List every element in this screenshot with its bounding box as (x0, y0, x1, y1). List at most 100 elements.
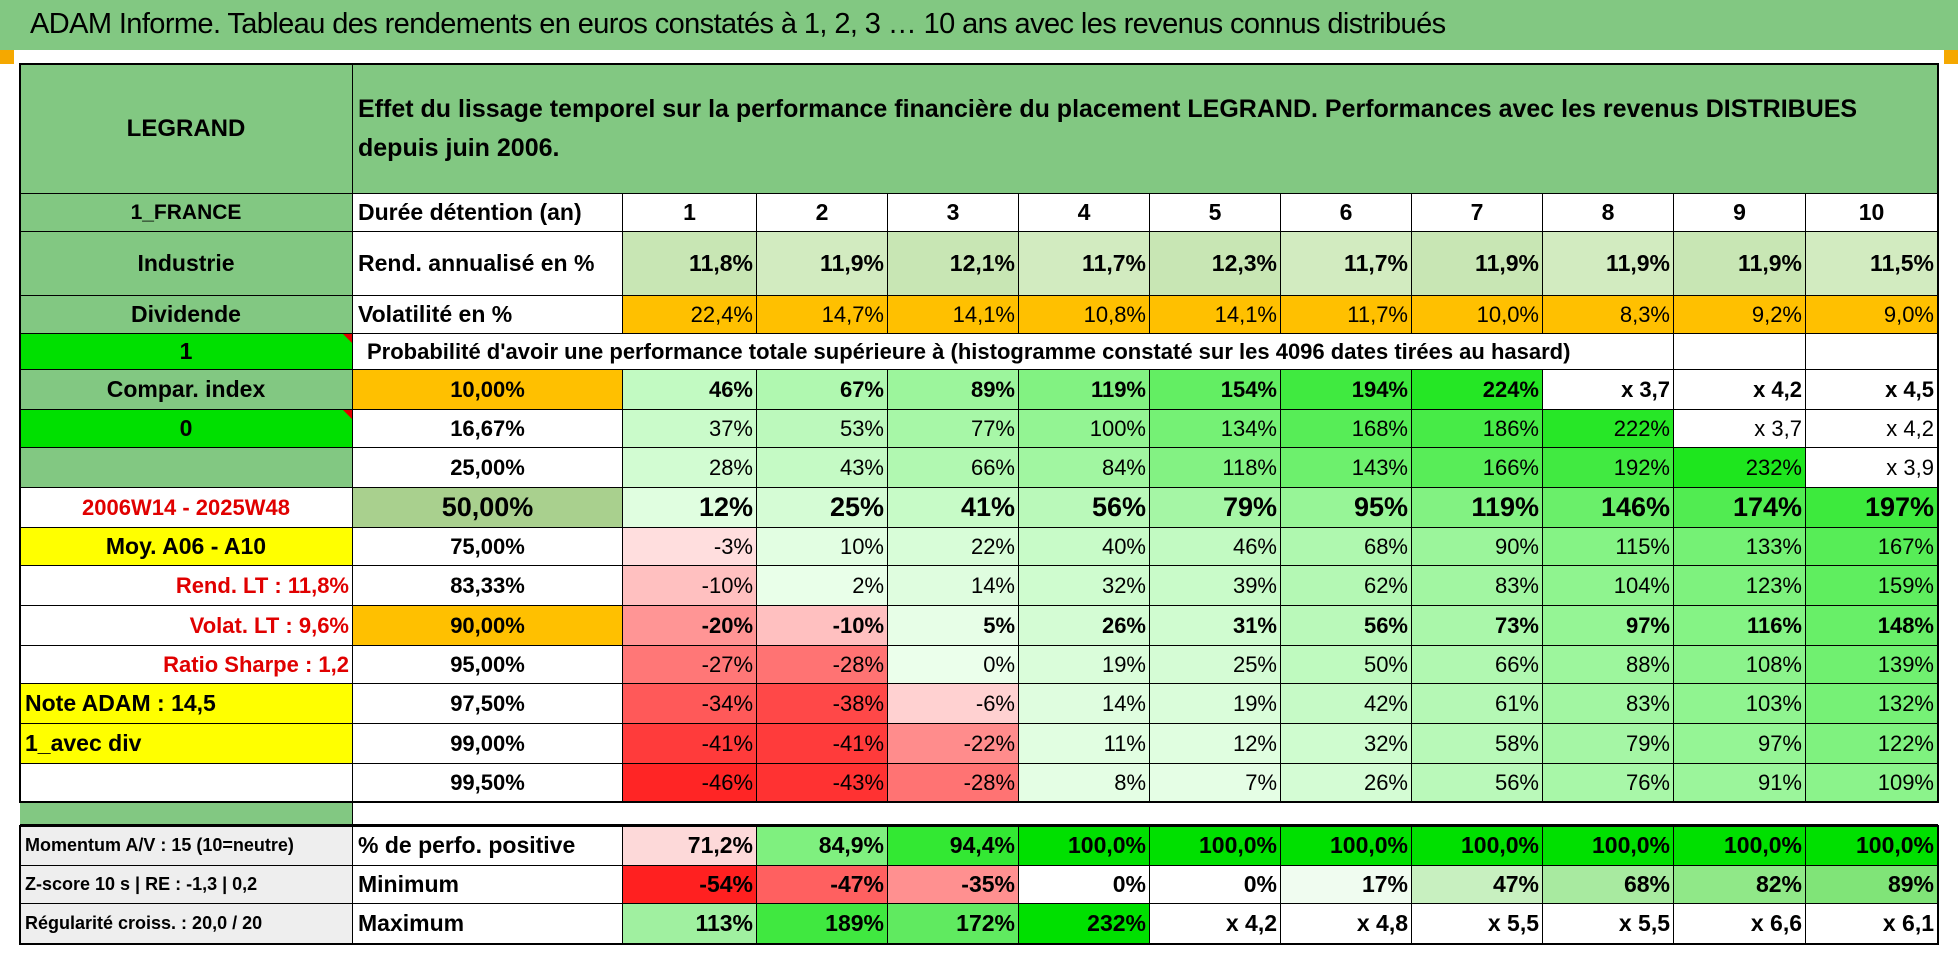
maximum-label: Maximum (353, 904, 623, 944)
probability-value-cell: 53% (757, 410, 888, 448)
minimum-cell: 17% (1281, 866, 1412, 904)
positive-perf-cell: 100,0% (1019, 826, 1150, 866)
probability-value-cell: 10% (757, 528, 888, 566)
probability-value-cell: 148% (1806, 606, 1938, 646)
regularity-cell: Régularité croiss. : 20,0 / 20 (20, 904, 353, 944)
maximum-cell: x 4,8 (1281, 904, 1412, 944)
probability-value-cell: 90% (1412, 528, 1543, 566)
annual-return-cell: 11,9% (1412, 232, 1543, 296)
probability-value-cell: 132% (1806, 684, 1938, 724)
probability-value-cell: -6% (888, 684, 1019, 724)
probability-value-cell: 19% (1019, 646, 1150, 684)
minimum-cell: -35% (888, 866, 1019, 904)
probability-value-cell: 50% (1281, 646, 1412, 684)
probability-value-cell: 174% (1674, 488, 1806, 528)
probability-threshold-cell: 95,00% (353, 646, 623, 684)
empty-cell (1806, 334, 1938, 370)
holding-duration-label: Durée détention (an) (353, 194, 623, 232)
spacer-row (353, 802, 1938, 826)
probability-value-cell: 79% (1150, 488, 1281, 528)
minimum-cell: 68% (1543, 866, 1674, 904)
probability-value-cell: 83% (1412, 566, 1543, 606)
probability-value-cell: x 4,2 (1806, 410, 1938, 448)
annual-return-cell: 11,7% (1281, 232, 1412, 296)
minimum-cell: 47% (1412, 866, 1543, 904)
probability-value-cell: -34% (623, 684, 757, 724)
positive-perf-cell: 100,0% (1806, 826, 1938, 866)
positive-perf-label: % de perfo. positive (353, 826, 623, 866)
probability-value-cell: 122% (1806, 724, 1938, 764)
probability-threshold-cell: 10,00% (353, 370, 623, 410)
probability-value-cell: 104% (1543, 566, 1674, 606)
annual-return-cell: 11,7% (1019, 232, 1150, 296)
probability-value-cell: 115% (1543, 528, 1674, 566)
probability-value-cell: 37% (623, 410, 757, 448)
probability-threshold-cell: 16,67% (353, 410, 623, 448)
positive-perf-cell: 100,0% (1412, 826, 1543, 866)
probability-value-cell: x 4,2 (1674, 370, 1806, 410)
probability-value-cell: 89% (888, 370, 1019, 410)
probability-threshold-cell: 83,33% (353, 566, 623, 606)
year-header-cell: 8 (1543, 194, 1674, 232)
probability-value-cell: 109% (1806, 764, 1938, 802)
period-cell: 2006W14 - 2025W48 (20, 488, 353, 528)
maximum-cell: x 4,2 (1150, 904, 1281, 944)
maximum-cell: 189% (757, 904, 888, 944)
minimum-label: Minimum (353, 866, 623, 904)
probability-value-cell: 42% (1281, 684, 1412, 724)
year-header-cell: 6 (1281, 194, 1412, 232)
volatility-cell: 14,1% (888, 296, 1019, 334)
probability-value-cell: 97% (1543, 606, 1674, 646)
probability-value-cell: 58% (1412, 724, 1543, 764)
probability-value-cell: 100% (1019, 410, 1150, 448)
probability-value-cell: 79% (1543, 724, 1674, 764)
adam-score-cell: Note ADAM : 14,5 (20, 684, 353, 724)
probability-value-cell: 31% (1150, 606, 1281, 646)
probability-value-cell: -28% (757, 646, 888, 684)
probability-value-cell: 95% (1281, 488, 1412, 528)
maximum-cell: 232% (1019, 904, 1150, 944)
probability-threshold-cell: 75,00% (353, 528, 623, 566)
annual-return-cell: 11,9% (1543, 232, 1674, 296)
maximum-cell: 113% (623, 904, 757, 944)
probability-value-cell: -41% (757, 724, 888, 764)
probability-value-cell: 32% (1019, 566, 1150, 606)
maximum-cell: 172% (888, 904, 1019, 944)
year-header-cell: 1 (623, 194, 757, 232)
probability-value-cell: -22% (888, 724, 1019, 764)
probability-threshold-cell: 99,50% (353, 764, 623, 802)
probability-value-cell: 194% (1281, 370, 1412, 410)
probability-threshold-cell: 97,50% (353, 684, 623, 724)
probability-value-cell: -28% (888, 764, 1019, 802)
minimum-cell: -54% (623, 866, 757, 904)
corner-marker-left (0, 50, 14, 64)
probability-value-cell: x 3,7 (1543, 370, 1674, 410)
probability-value-cell: 2% (757, 566, 888, 606)
probability-value-cell: 167% (1806, 528, 1938, 566)
blank-white-cell (20, 764, 353, 802)
probability-value-cell: -41% (623, 724, 757, 764)
probability-value-cell: -10% (623, 566, 757, 606)
zscore-cell: Z-score 10 s | RE : -1,3 | 0,2 (20, 866, 353, 904)
year-header-cell: 4 (1019, 194, 1150, 232)
probability-value-cell: 154% (1150, 370, 1281, 410)
probability-threshold-cell: 50,00% (353, 488, 623, 528)
probability-value-cell: 159% (1806, 566, 1938, 606)
comment-indicator-icon (343, 410, 352, 419)
year-header-cell: 9 (1674, 194, 1806, 232)
probability-value-cell: -3% (623, 528, 757, 566)
title-bar: ADAM Informe. Tableau des rendements en … (0, 0, 1958, 52)
volatility-cell: 8,3% (1543, 296, 1674, 334)
probability-value-cell: 8% (1019, 764, 1150, 802)
spacer-green-cell (20, 802, 353, 826)
probability-value-cell: x 3,9 (1806, 448, 1938, 488)
probability-value-cell: -20% (623, 606, 757, 646)
probability-value-cell: 43% (757, 448, 888, 488)
long-term-volatility-cell: Volat. LT : 9,6% (20, 606, 353, 646)
probability-value-cell: 108% (1674, 646, 1806, 684)
probability-value-cell: 66% (888, 448, 1019, 488)
probability-value-cell: 5% (888, 606, 1019, 646)
probability-value-cell: 19% (1150, 684, 1281, 724)
country-cell: 1_FRANCE (20, 194, 353, 232)
probability-value-cell: 88% (1543, 646, 1674, 684)
